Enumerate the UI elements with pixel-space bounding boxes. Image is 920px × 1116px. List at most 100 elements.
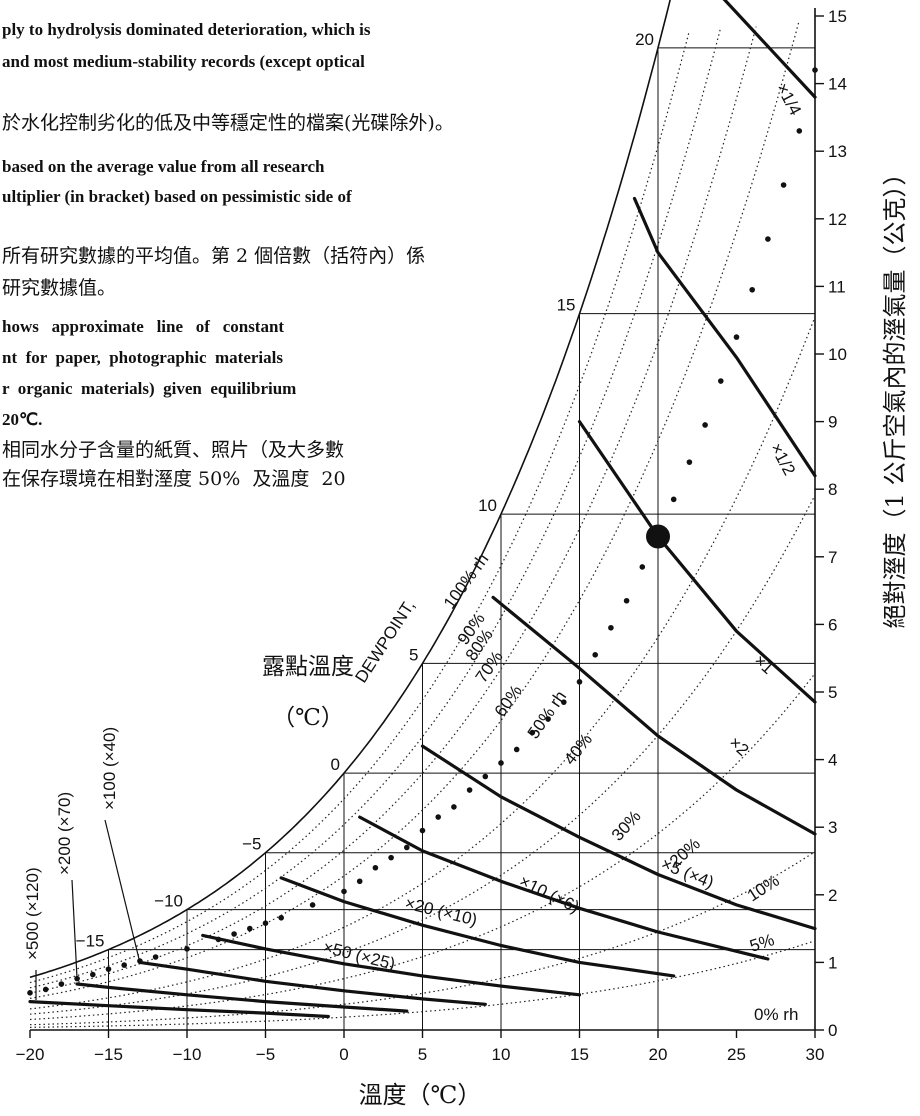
rh-label: 0% rh: [754, 1005, 798, 1024]
text-line-4: based on the average value from all rese…: [2, 157, 325, 176]
data-point: [529, 729, 536, 736]
text-line-8: hows approximate line of constant: [2, 317, 284, 336]
data-point: [419, 827, 426, 834]
x-axis-title: 溫度（℃）: [359, 1081, 482, 1109]
data-point: [247, 925, 253, 932]
text-line-7: 研究數據值。: [2, 277, 116, 299]
data-point: [623, 597, 630, 604]
text-line-3: 於水化控制劣化的低及中等穩定性的檔案(光碟除外)。: [2, 112, 454, 134]
series-line: [28, 999, 330, 1019]
label-leader-line: [104, 819, 141, 964]
data-point: [686, 459, 693, 465]
series-line: [358, 815, 770, 961]
dewpoint-tick-label: 5: [409, 645, 418, 664]
y-axis-title: 絕對溼度（1 公斤空氣內的溼氣量（公克））: [881, 162, 909, 629]
x-tick-label: −15: [94, 1045, 123, 1064]
dewpoint-tick-label: 0: [331, 755, 340, 774]
x-tick-label: 10: [492, 1045, 511, 1064]
x-tick-label: 5: [418, 1045, 427, 1064]
text-line-6: 所有研究數據的平均值。第 2 個倍數（括符內）係: [2, 245, 425, 267]
y-tick-label: 1: [828, 953, 837, 972]
data-point: [812, 67, 818, 73]
rh-curve-10: [29, 851, 816, 1026]
data-point: [498, 760, 504, 766]
dewpoint-tick-label: −10: [154, 892, 183, 911]
text-line-11: 20℃.: [2, 410, 42, 429]
data-point: [435, 814, 442, 820]
rh-curve-30: [29, 494, 816, 1015]
series-line: [138, 960, 487, 1006]
rh-curve-5: [29, 940, 816, 1028]
x-tick-label: −20: [16, 1045, 45, 1064]
data-point: [341, 888, 347, 895]
data-point: [58, 981, 65, 987]
data-point: [262, 920, 269, 926]
data-point: [545, 716, 551, 722]
dewpoint-tick-label: −5: [242, 835, 261, 854]
y-tick-label: 13: [828, 142, 847, 161]
data-point: [388, 854, 394, 861]
series-label: ×200 (×70): [55, 792, 74, 875]
x-tick-label: 20: [649, 1045, 668, 1064]
y-tick-label: 5: [828, 683, 837, 702]
text-line-1: ply to hydrolysis dominated deterioratio…: [2, 20, 371, 39]
rh-label: 5%: [747, 930, 776, 956]
data-point: [639, 564, 646, 570]
dewpoint-tick-label: 15: [557, 296, 576, 315]
y-tick-label: 11: [828, 277, 846, 296]
y-tick-label: 10: [828, 345, 847, 364]
text-line-2: and most medium-stability records (excep…: [2, 52, 365, 71]
data-point: [780, 182, 787, 188]
dewpoint-tick-label: 10: [478, 496, 497, 515]
saturation-curve: [29, 0, 671, 979]
series-label: ×500 (×120): [23, 867, 42, 960]
data-point: [749, 286, 755, 293]
text-line-12: 相同水分子含量的紙質、照片（及大多數: [2, 439, 344, 461]
y-tick-label: 7: [828, 548, 837, 567]
rh-label: 60%: [491, 682, 526, 721]
data-point: [184, 946, 190, 952]
series-line: [722, 0, 817, 99]
series-line: [75, 982, 409, 1013]
rh-curve-90: [29, 30, 690, 984]
y-tick-label: 12: [828, 210, 847, 229]
y-tick-label: 3: [828, 818, 837, 837]
text-line-9: nt for paper, photographic materials: [2, 348, 283, 367]
x-tick-label: −10: [173, 1045, 202, 1064]
y-tick-label: 2: [828, 886, 837, 905]
series-line: [420, 744, 817, 931]
data-point: [592, 652, 598, 658]
x-tick-label: 0: [339, 1045, 348, 1064]
data-point: [718, 378, 724, 384]
data-point: [278, 914, 285, 921]
dewpoint-tick-label: −15: [76, 932, 105, 951]
data-point: [356, 878, 363, 885]
text-line-10: r organic materials) given equilibrium: [2, 379, 296, 398]
data-point: [231, 931, 237, 937]
y-tick-label: 14: [828, 75, 847, 94]
data-point: [42, 986, 49, 993]
series-label: ×1: [750, 651, 777, 678]
data-point: [121, 962, 127, 968]
y-tick-label: 9: [828, 413, 837, 432]
y-tick-label: 6: [828, 615, 837, 634]
data-point: [561, 699, 567, 705]
text-line-13: 在保存環境在相對溼度 50% 及溫度 20: [2, 468, 346, 490]
series-layer: [28, 0, 817, 1019]
x-tick-label: −5: [256, 1045, 275, 1064]
data-point: [765, 236, 771, 242]
data-point: [796, 128, 803, 134]
data-point: [372, 864, 379, 871]
rh-label: 40%: [560, 730, 596, 769]
series-label: ×1/4: [772, 80, 805, 119]
y-tick-label: 0: [828, 1021, 837, 1040]
data-point: [152, 954, 159, 960]
data-point: [576, 679, 583, 685]
series-label: ×100 (×40): [100, 727, 119, 810]
data-point: [482, 773, 489, 780]
data-point: [670, 496, 677, 503]
data-point: [513, 746, 520, 753]
data-point: [90, 971, 96, 978]
